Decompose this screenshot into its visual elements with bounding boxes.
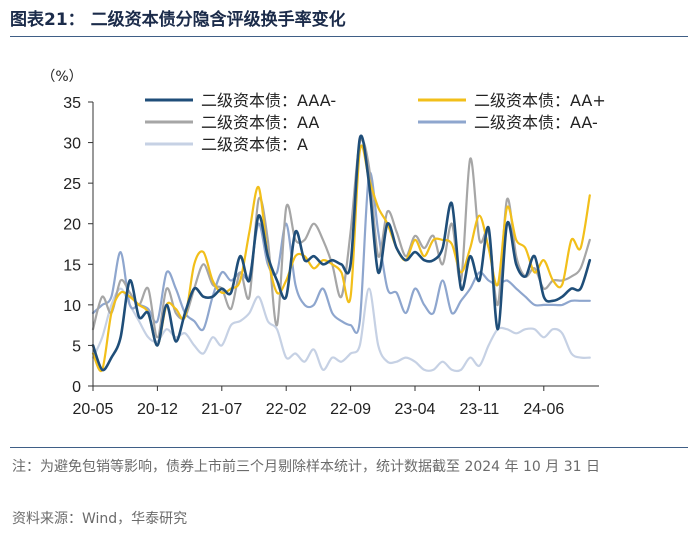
y-tick-label: 10 xyxy=(63,298,81,315)
series-line-1 xyxy=(91,144,591,373)
series-line-4 xyxy=(91,287,591,373)
y-tick-label: 15 xyxy=(63,257,81,274)
legend-label: 二级资本债：A xyxy=(201,135,308,154)
footer-divider xyxy=(10,447,688,448)
legend-label: 二级资本债：AA+ xyxy=(474,91,606,110)
y-tick-label: 20 xyxy=(63,217,81,234)
legend-label: 二级资本债：AAA- xyxy=(201,91,336,110)
y-tick-label: 5 xyxy=(72,338,81,355)
legend-item: 二级资本债：AA xyxy=(145,113,319,132)
y-tick-label: 25 xyxy=(63,176,81,193)
series-line-3 xyxy=(91,171,591,335)
legend-label: 二级资本债：AA xyxy=(201,113,319,132)
legend-item: 二级资本债：AA+ xyxy=(418,91,606,110)
legend-item: 二级资本债：AA- xyxy=(418,113,598,132)
x-tick-label: 20-12 xyxy=(137,401,178,418)
x-tick-label: 23-04 xyxy=(395,401,436,418)
x-tick-label: 22-09 xyxy=(330,401,371,418)
y-tick-label: 0 xyxy=(72,379,81,396)
x-tick-label: 20-05 xyxy=(73,401,114,418)
axes: 0 5 10 15 20 25 30 35 20-05 20-12 21-07 22-02 22-09 2… xyxy=(63,95,599,418)
chart-title: 图表21： 二级资本债分隐含评级换手率变化 xyxy=(10,10,346,30)
footnote: 注：为避免包销等影响，债券上市前三个月剔除样本统计，统计数据截至 2024 年 … xyxy=(12,459,600,475)
source-note: 资料来源：Wind，华泰研究 xyxy=(12,511,188,527)
series-line-0 xyxy=(91,134,592,372)
legend-item: 二级资本债：A xyxy=(145,135,308,154)
line-chart: （%） 二级资本债：AAA- 二级资本债：AA+ 二级资本债：AA 二级资本债：AA-… xyxy=(41,69,606,418)
y-unit-label: （%） xyxy=(41,69,82,85)
series-layer xyxy=(91,134,592,373)
x-tick-label: 22-02 xyxy=(266,401,307,418)
x-tick-label: 24-06 xyxy=(523,401,564,418)
title-row: 图表21： 二级资本债分隐含评级换手率变化 xyxy=(10,8,688,36)
legend: 二级资本债：AAA- 二级资本债：AA+ 二级资本债：AA 二级资本债：AA- 二级资本… xyxy=(145,91,606,154)
legend-item: 二级资本债：AAA- xyxy=(145,91,336,110)
title-divider xyxy=(10,36,688,37)
x-tick-label: 23-11 xyxy=(460,401,500,418)
x-tick-label: 21-07 xyxy=(201,401,242,418)
legend-label: 二级资本债：AA- xyxy=(474,113,598,132)
y-tick-label: 30 xyxy=(63,136,81,153)
y-tick-label: 35 xyxy=(63,95,81,112)
